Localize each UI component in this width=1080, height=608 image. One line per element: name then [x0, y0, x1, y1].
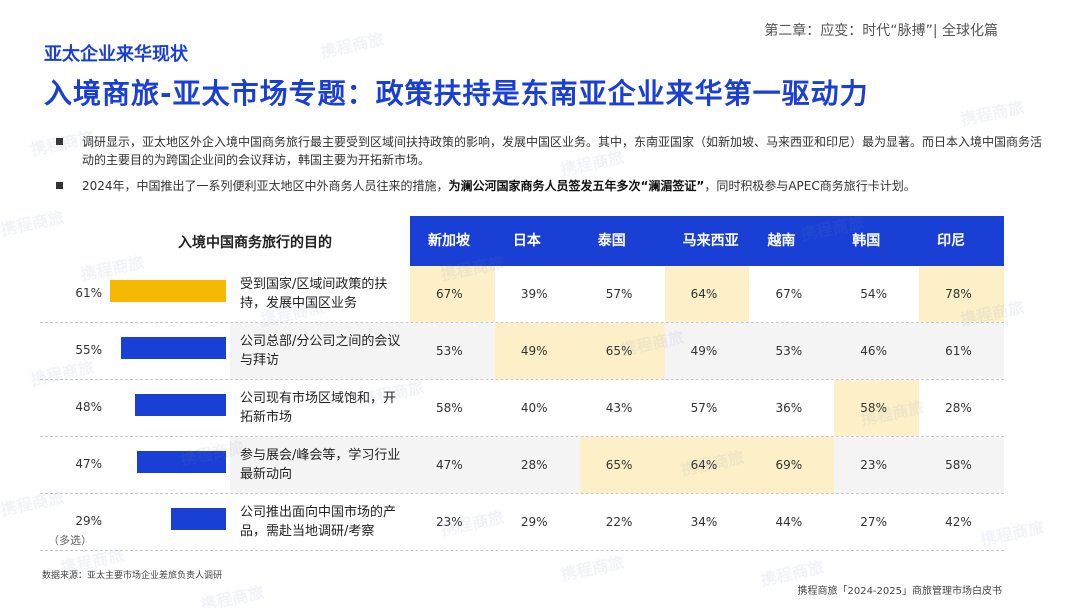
table-cell: 78% — [919, 266, 1005, 322]
table-cell: 64% — [664, 266, 750, 322]
table-cell: 65% — [579, 323, 665, 379]
watermark-text: 携程商旅 — [319, 29, 386, 62]
bullet-text: 调研显示，亚太地区外企入境中国商务旅行最主要受到区域间扶持政策的影响，发展中国区… — [82, 135, 1043, 167]
overall-percent-label: 48% — [75, 400, 102, 414]
overall-percent-label: 55% — [75, 343, 102, 357]
table-cell: 47% — [436, 458, 463, 472]
table-cell: 28% — [520, 458, 548, 472]
overall-percent-bar — [171, 508, 226, 530]
table-cell: 61% — [945, 344, 972, 358]
bullet-list: 调研显示，亚太地区外企入境中国商务旅行最主要受到区域间扶持政策的影响，发展中国区… — [56, 133, 1046, 203]
table-cell: 49% — [690, 344, 718, 358]
watermark-text: 携程商旅 — [559, 552, 626, 585]
country-cells: 47% 28% 65% 64% 69% 23% 58% — [410, 437, 1004, 493]
table-cell: 34% — [690, 515, 718, 529]
row-background — [230, 437, 410, 493]
country-header: 韩国 — [852, 233, 881, 249]
bullet-item: 2024年，中国推出了一系列便利亚太地区中外商务人员往来的措施，为澜公河国家商务… — [56, 177, 1046, 195]
page-title: 入境商旅-亚太市场专题：政策扶持是东南亚企业来华第一驱动力 — [44, 77, 869, 110]
footer-label: 携程商旅「2024-2025」商旅管理市场白皮书 — [797, 586, 1002, 597]
country-cells: 58% 40% 43% 57% 36% 58% 28% — [410, 380, 1004, 436]
table-cell: 49% — [494, 323, 580, 379]
country-header: 马来西亚 — [682, 233, 739, 249]
table-cell: 27% — [860, 515, 887, 529]
purpose-reason: 公司现有市场区域饱和，开拓新市场 — [240, 391, 397, 425]
table-cell: 58% — [945, 458, 972, 472]
table-cell: 39% — [520, 287, 548, 301]
purpose-column-header: 入境中国商务旅行的目的 — [178, 235, 332, 251]
watermark-text: 携程商旅 — [0, 207, 66, 240]
purpose-reason: 受到国家/区域间政策的扶持，发展中国区业务 — [240, 277, 388, 311]
table-cell: 64% — [664, 437, 750, 493]
overall-percent-bar — [137, 451, 226, 473]
table-cell: 42% — [945, 515, 972, 529]
country-header: 日本 — [512, 233, 541, 249]
bullet-square-icon — [56, 182, 63, 189]
table-row: 47% 参与展会/峰会等，学习行业最新动向 47% 28% 65% 64% 69% 23% 58… — [40, 437, 1004, 494]
table-cell: 53% — [436, 344, 463, 358]
table-cell: 28% — [945, 401, 972, 415]
table-cell: 57% — [690, 401, 718, 415]
bullet-square-icon — [56, 138, 63, 145]
overall-percent-label: 61% — [75, 286, 102, 300]
purpose-reason: 公司总部/分公司之间的会议与拜访 — [240, 334, 401, 368]
bullet-text-suffix: ，同时积极参与APEC商务旅行卡计划。 — [704, 179, 916, 193]
table-cell: 69% — [749, 437, 835, 493]
table-cell: 44% — [775, 515, 803, 529]
watermark-text: 携程商旅 — [959, 97, 1026, 130]
overall-percent-bar — [110, 280, 226, 302]
table-cell: 23% — [860, 458, 887, 472]
country-header: 泰国 — [597, 233, 626, 249]
purpose-reason: 参与展会/峰会等，学习行业最新动向 — [240, 448, 401, 482]
table-cell: 67% — [775, 287, 803, 301]
table-row: 55% 公司总部/分公司之间的会议与拜访 53% 49% 65% 49% 53% 46% 61% — [40, 323, 1004, 380]
watermark-text: 携程商旅 — [199, 582, 266, 608]
table-cell: 58% — [436, 401, 463, 415]
table-cell: 46% — [860, 344, 887, 358]
section-title: 亚太企业来华现状 — [44, 44, 188, 65]
table-cell: 67% — [410, 266, 495, 322]
table-cell: 23% — [436, 515, 463, 529]
table-cell: 40% — [520, 401, 548, 415]
country-header: 印尼 — [937, 233, 966, 249]
overall-percent-label: 29% — [75, 514, 102, 528]
table-cell: 57% — [605, 287, 633, 301]
table-row: 61% 受到国家/区域间政策的扶持，发展中国区业务 67% 39% 57% 64% 67% 5… — [40, 266, 1005, 323]
country-header-row: 新加坡 日本 泰国 马来西亚 越南 韩国 印尼 — [410, 216, 1004, 266]
country-header: 越南 — [767, 233, 796, 249]
purpose-reason: 公司推出面向中国市场的产品，需赴当地调研/考察 — [240, 505, 397, 539]
table-cell: 58% — [834, 380, 920, 436]
table-row: 48% 公司现有市场区域饱和，开拓新市场 58% 40% 43% 57% 36% 58% 28% — [40, 380, 1004, 437]
table-cell: 29% — [520, 515, 548, 529]
table-cell: 54% — [860, 287, 887, 301]
table-cell: 22% — [605, 515, 633, 529]
bullet-text-prefix: 2024年，中国推出了一系列便利亚太地区中外商务人员往来的措施， — [82, 179, 449, 193]
table-cell: 65% — [579, 437, 665, 493]
overall-percent-bar — [121, 337, 226, 359]
table-cell: 53% — [775, 344, 803, 358]
bullet-item: 调研显示，亚太地区外企入境中国商务旅行最主要受到区域间扶持政策的影响，发展中国区… — [56, 133, 1046, 169]
bullet-text-bold: 为澜公河国家商务人员签发五年多次“澜湄签证” — [448, 179, 705, 193]
chapter-label: 第二章：应变：时代“脉搏”| 全球化篇 — [764, 23, 998, 39]
table-row: 29% 公司推出面向中国市场的产品，需赴当地调研/考察 23% 29% 22% 34% 44… — [40, 494, 1004, 551]
row-background — [230, 323, 410, 379]
data-source: 数据来源：亚太主要市场企业差旅负责人调研 — [42, 571, 223, 581]
overall-percent-bar — [135, 394, 226, 416]
country-cells: 23% 29% 22% 34% 44% 27% 42% — [410, 494, 1004, 550]
country-header: 新加坡 — [428, 233, 470, 249]
table-cell: 36% — [775, 401, 803, 415]
purpose-table: 61% 受到国家/区域间政策的扶持，发展中国区业务 67% 39% 57% 64% 67% 5… — [40, 266, 1005, 551]
country-cells: 53% 49% 65% 49% 53% 46% 61% — [410, 323, 1004, 379]
overall-percent-label: 47% — [75, 457, 102, 471]
table-cell: 43% — [605, 401, 633, 415]
country-cells: 67% 39% 57% 64% 67% 54% 78% — [410, 266, 1005, 322]
multi-select-note: （多选） — [48, 534, 92, 547]
